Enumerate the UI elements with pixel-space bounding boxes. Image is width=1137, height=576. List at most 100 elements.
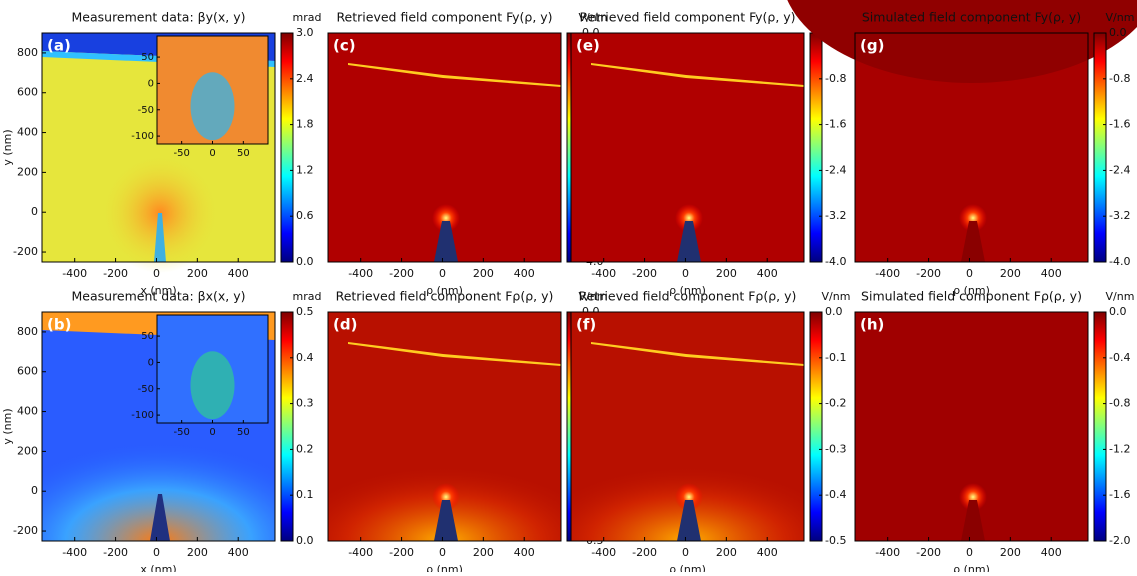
x-tick-label: 400 xyxy=(757,267,778,280)
x-axis-label: ρ (nm) xyxy=(669,563,706,572)
colorbar-tick-label: 0.0 xyxy=(296,534,314,547)
colorbar-tick-label: 0.3 xyxy=(296,397,314,410)
x-tick-label: 0 xyxy=(682,546,689,559)
colorbar xyxy=(281,33,293,262)
panel-title: Retrieved field component Fy(ρ, y) xyxy=(579,10,795,25)
x-tick-label: 200 xyxy=(1000,546,1021,559)
inset-y-tick-label: -100 xyxy=(131,131,154,142)
colorbar-tick-label: 1.8 xyxy=(296,118,314,131)
y-tick-label: -200 xyxy=(13,245,38,258)
x-tick-label: -200 xyxy=(916,267,941,280)
x-tick-label: -400 xyxy=(875,267,900,280)
x-tick-label: 400 xyxy=(757,546,778,559)
inset-x-tick-label: 50 xyxy=(237,427,250,438)
inset-feature xyxy=(191,72,235,140)
colorbar-tick-label: -3.2 xyxy=(825,209,846,222)
x-tick-label: -400 xyxy=(875,546,900,559)
x-tick-label: 0 xyxy=(439,546,446,559)
colorbar-tick-label: -1.2 xyxy=(1109,442,1130,455)
x-tick-label: -200 xyxy=(632,546,657,559)
inset-feature xyxy=(191,351,235,419)
inset-x-tick-label: -50 xyxy=(173,148,189,159)
colorbar-tick-label: 0.0 xyxy=(1109,305,1127,318)
colorbar-unit: mrad xyxy=(293,11,322,24)
panel-label: (f) xyxy=(576,316,596,334)
x-axis-label: ρ (nm) xyxy=(426,563,463,572)
y-axis-label: y (nm) xyxy=(1,129,14,165)
inset-x-tick-label: -50 xyxy=(173,427,189,438)
inset-y-tick-label: -50 xyxy=(138,384,154,395)
x-tick-label: -400 xyxy=(591,546,616,559)
panel-label: (e) xyxy=(576,37,600,55)
colorbar-unit: V/nm xyxy=(822,290,851,303)
colorbar-tick-label: 0.6 xyxy=(296,209,314,222)
colorbar-unit: V/nm xyxy=(1106,11,1135,24)
inset-y-tick-label: 50 xyxy=(141,331,154,342)
colorbar-tick-label: -0.3 xyxy=(825,442,846,455)
x-tick-label: 400 xyxy=(228,546,249,559)
x-tick-label: -200 xyxy=(103,546,128,559)
y-tick-label: 0 xyxy=(31,205,38,218)
heatmap-image xyxy=(571,312,804,541)
x-tick-label: 0 xyxy=(966,546,973,559)
panel-title: Retrieved field component Fρ(ρ, y) xyxy=(336,289,554,304)
x-tick-label: -400 xyxy=(348,267,373,280)
x-tick-label: 200 xyxy=(473,267,494,280)
x-tick-label: -200 xyxy=(103,267,128,280)
x-tick-label: 0 xyxy=(439,267,446,280)
inset-x-tick-label: 0 xyxy=(209,427,215,438)
panel-title: Simulated field component Fy(ρ, y) xyxy=(862,10,1081,25)
colorbar-tick-label: 0.0 xyxy=(825,305,843,318)
colorbar-tick-label: -0.1 xyxy=(825,351,846,364)
panel-title: Retrieved field component Fρ(ρ, y) xyxy=(579,289,797,304)
colorbar-tick-label: 0.0 xyxy=(296,255,314,268)
colorbar-tick-label: -0.2 xyxy=(825,397,846,410)
panel: (d) Retrieved field component Fρ(ρ, y) ρ (… xyxy=(328,289,607,573)
x-tick-label: -200 xyxy=(389,267,414,280)
x-tick-label: 0 xyxy=(153,546,160,559)
panel-label: (d) xyxy=(333,316,357,334)
x-tick-label: 400 xyxy=(228,267,249,280)
inset-x-tick-label: 50 xyxy=(237,148,250,159)
panel-title: Measurement data: βx(x, y) xyxy=(72,289,246,304)
x-tick-label: 400 xyxy=(514,267,535,280)
colorbar xyxy=(1094,33,1106,262)
panel-title: Retrieved field component Fy(ρ, y) xyxy=(336,10,552,25)
colorbar-tick-label: -1.6 xyxy=(1109,118,1130,131)
colorbar-tick-label: -1.6 xyxy=(825,118,846,131)
x-tick-label: 400 xyxy=(1041,267,1062,280)
colorbar-unit: V/nm xyxy=(1106,290,1135,303)
colorbar-tick-label: 0.4 xyxy=(296,351,314,364)
x-tick-label: -200 xyxy=(916,546,941,559)
panel-label: (c) xyxy=(333,37,356,55)
colorbar-tick-label: -2.0 xyxy=(1109,534,1130,547)
inset-y-tick-label: 50 xyxy=(141,52,154,63)
y-tick-label: 600 xyxy=(17,365,38,378)
panel: (a)Measurement data: βy(x, y)x (nm)-400-… xyxy=(1,10,321,298)
x-axis-label: ρ (nm) xyxy=(953,563,990,572)
colorbar xyxy=(810,33,822,262)
colorbar-tick-label: -0.4 xyxy=(825,488,846,501)
panel: (b)Measurement data: βx(x, y)x (nm)-400-… xyxy=(1,289,321,573)
panel-label: (b) xyxy=(47,316,71,334)
colorbar xyxy=(281,312,293,541)
y-tick-label: 0 xyxy=(31,484,38,497)
panel-title: Simulated field component Fρ(ρ, y) xyxy=(861,289,1082,304)
colorbar-tick-label: 3.0 xyxy=(296,26,314,39)
panel-label: (h) xyxy=(860,316,884,334)
x-tick-label: -400 xyxy=(62,267,87,280)
y-tick-label: -200 xyxy=(13,524,38,537)
heatmap-image xyxy=(855,312,1088,541)
colorbar-tick-label: -0.5 xyxy=(825,534,846,547)
colorbar-tick-label: -3.2 xyxy=(1109,209,1130,222)
colorbar-tick-label: -0.8 xyxy=(1109,72,1130,85)
colorbar-tick-label: 0.0 xyxy=(1109,26,1127,39)
x-tick-label: 200 xyxy=(1000,267,1021,280)
x-tick-label: 200 xyxy=(716,546,737,559)
panel: (e)Retrieved field component Fy(ρ, y)ρ (… xyxy=(571,10,850,298)
colorbar-tick-label: -2.4 xyxy=(825,163,846,176)
y-tick-label: 200 xyxy=(17,444,38,457)
inset-y-tick-label: 0 xyxy=(148,78,154,89)
x-tick-label: -400 xyxy=(348,546,373,559)
